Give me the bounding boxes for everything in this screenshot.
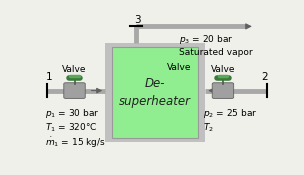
- Text: 3: 3: [134, 15, 141, 25]
- Text: De-
superheater: De- superheater: [119, 77, 191, 108]
- FancyBboxPatch shape: [212, 83, 234, 98]
- Text: Saturated vapor: Saturated vapor: [179, 48, 253, 57]
- Text: $T_1$ = 320°C: $T_1$ = 320°C: [45, 122, 98, 134]
- FancyBboxPatch shape: [105, 43, 205, 142]
- Text: $p_1$ = 30 bar: $p_1$ = 30 bar: [45, 107, 100, 120]
- Text: Valve: Valve: [167, 63, 192, 72]
- Text: Valve: Valve: [62, 65, 87, 74]
- FancyBboxPatch shape: [112, 47, 198, 138]
- Text: $p_3$ = 20 bar: $p_3$ = 20 bar: [179, 33, 234, 46]
- Text: 2: 2: [261, 72, 268, 82]
- Text: 1: 1: [46, 72, 53, 82]
- Text: $p_2$ = 25 bar: $p_2$ = 25 bar: [203, 107, 257, 120]
- Text: $\dot{m}_1$ = 15 kg/s: $\dot{m}_1$ = 15 kg/s: [45, 136, 106, 150]
- Text: $T_2$: $T_2$: [203, 122, 214, 134]
- FancyBboxPatch shape: [64, 83, 85, 98]
- Text: Valve: Valve: [211, 65, 235, 74]
